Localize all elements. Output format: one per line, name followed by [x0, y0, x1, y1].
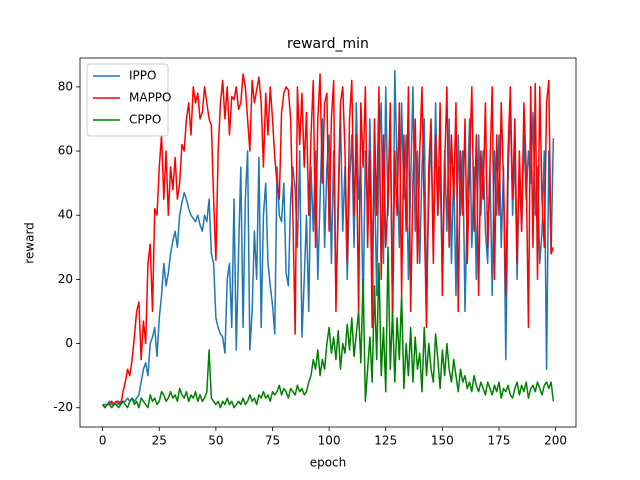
y-tick-label: 60: [58, 144, 73, 158]
x-axis-label: epoch: [310, 456, 347, 470]
plot-area: [102, 70, 555, 409]
x-tick-label: 150: [431, 434, 454, 448]
chart-title: reward_min: [287, 36, 369, 52]
legend-label: CPPO: [129, 113, 161, 127]
y-tick-label: 20: [58, 272, 73, 286]
axes-frame: [79, 57, 577, 428]
y-tick-label: 80: [58, 79, 73, 93]
x-tick-label: 25: [152, 434, 167, 448]
legend-box: [86, 63, 169, 137]
x-tick-label: 0: [99, 434, 107, 448]
y-tick-label: -20: [53, 400, 73, 414]
line-series: [102, 246, 555, 409]
y-tick-label: 40: [58, 208, 73, 222]
x-tick-label: 75: [265, 434, 280, 448]
y-axis-label: reward: [23, 222, 37, 264]
x-tick-label: 100: [318, 434, 341, 448]
y-tick-label: 0: [65, 336, 73, 350]
legend-label: MAPPO: [129, 91, 171, 105]
x-tick-label: 50: [208, 434, 223, 448]
legend: IPPO MAPPO CPPO: [86, 63, 171, 137]
line-series: [102, 73, 555, 409]
x-tick-label: 175: [488, 434, 511, 448]
x-tick-label: 200: [544, 434, 567, 448]
legend-label: IPPO: [129, 69, 156, 83]
x-tick-label: 125: [374, 434, 397, 448]
